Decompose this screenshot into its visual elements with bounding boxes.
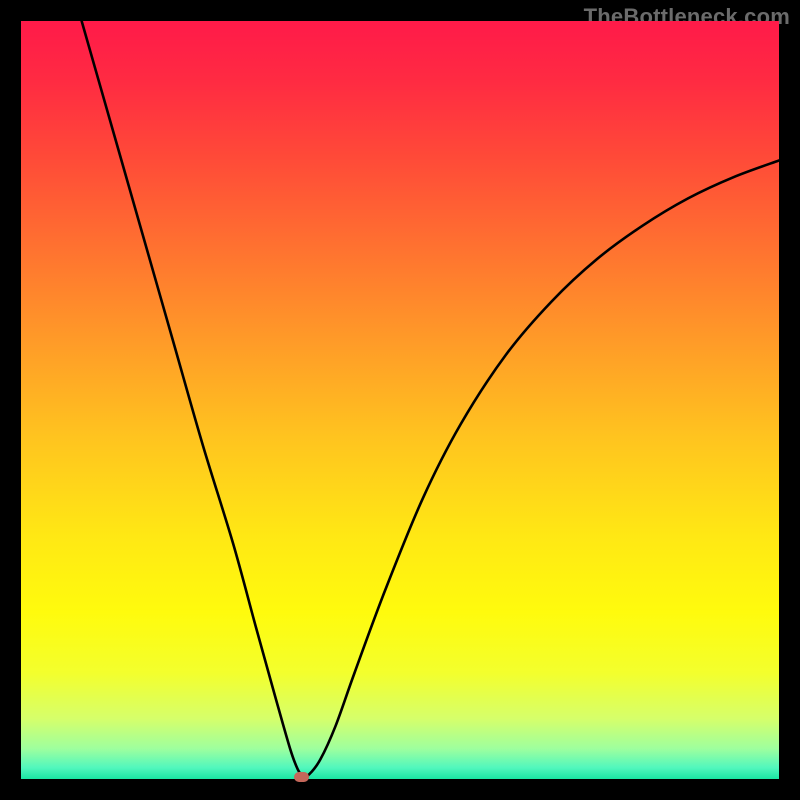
chart-frame: TheBottleneck.com: [0, 0, 800, 800]
bottleneck-curve: [21, 21, 779, 779]
optimal-point-marker: [294, 772, 309, 782]
plot-area: [21, 21, 779, 779]
